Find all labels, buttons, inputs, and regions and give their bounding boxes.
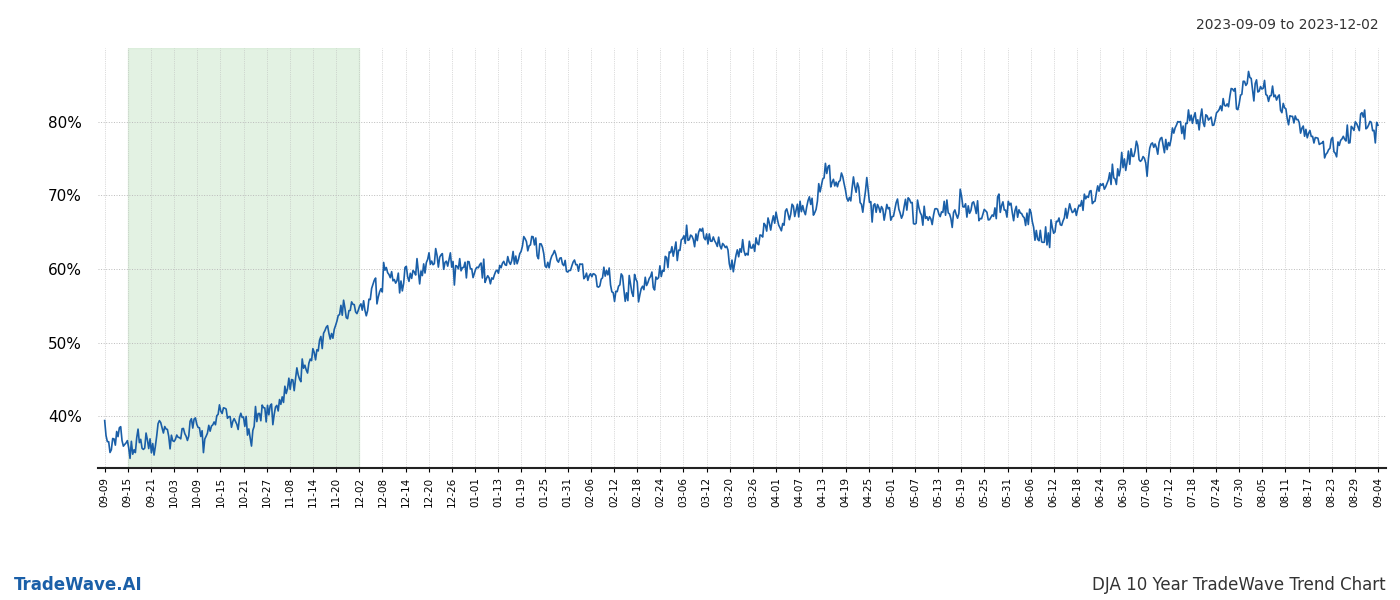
Text: 2023-09-09 to 2023-12-02: 2023-09-09 to 2023-12-02	[1197, 18, 1379, 32]
Text: DJA 10 Year TradeWave Trend Chart: DJA 10 Year TradeWave Trend Chart	[1092, 576, 1386, 594]
Text: TradeWave.AI: TradeWave.AI	[14, 576, 143, 594]
Bar	[127, 48, 360, 468]
